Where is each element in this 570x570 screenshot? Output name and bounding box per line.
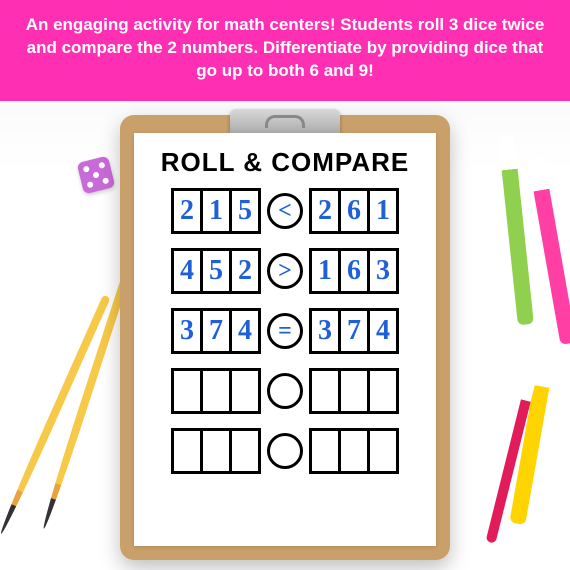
comparison-operator: [267, 373, 303, 409]
digit-group-left: [171, 368, 261, 414]
worksheet-row: 215<261: [146, 188, 424, 234]
digit-cell: [338, 368, 370, 414]
digit-cell: 3: [171, 308, 203, 354]
digit-cell: 1: [200, 188, 232, 234]
digit-cell: [171, 368, 203, 414]
digit-cell: [309, 368, 341, 414]
promo-banner: An engaging activity for math centers! S…: [0, 0, 570, 101]
worksheet-title: ROLL & COMPARE: [146, 147, 424, 178]
digit-cell: 2: [171, 188, 203, 234]
digit-group-right: 261: [309, 188, 399, 234]
worksheet-row: [146, 368, 424, 414]
digit-cell: [200, 428, 232, 474]
digit-cell: 4: [367, 308, 399, 354]
digit-cell: 2: [229, 248, 261, 294]
digit-cell: 7: [338, 308, 370, 354]
worksheet-rows: 215<261452>163374=374: [146, 188, 424, 474]
digit-group-left: 374: [171, 308, 261, 354]
worksheet-row: 452>163: [146, 248, 424, 294]
digit-cell: 5: [200, 248, 232, 294]
digit-cell: 7: [200, 308, 232, 354]
digit-cell: [200, 368, 232, 414]
worksheet-sheet: ROLL & COMPARE 215<261452>163374=374: [134, 133, 436, 546]
comparison-operator: =: [267, 313, 303, 349]
digit-group-right: [309, 368, 399, 414]
digit-cell: 4: [171, 248, 203, 294]
digit-cell: 5: [229, 188, 261, 234]
digit-group-left: [171, 428, 261, 474]
digit-cell: 6: [338, 188, 370, 234]
digit-cell: [229, 428, 261, 474]
digit-group-right: [309, 428, 399, 474]
digit-group-right: 374: [309, 308, 399, 354]
digit-group-right: 163: [309, 248, 399, 294]
digit-cell: [309, 428, 341, 474]
comparison-operator: <: [267, 193, 303, 229]
desk-area: ROLL & COMPARE 215<261452>163374=374: [0, 115, 570, 570]
worksheet-row: 374=374: [146, 308, 424, 354]
die-icon: [77, 156, 116, 195]
digit-cell: [367, 368, 399, 414]
digit-cell: 4: [229, 308, 261, 354]
clipboard-clip-icon: [230, 109, 340, 135]
digit-cell: [338, 428, 370, 474]
digit-group-left: 452: [171, 248, 261, 294]
digit-group-left: 215: [171, 188, 261, 234]
digit-cell: 1: [367, 188, 399, 234]
comparison-operator: [267, 433, 303, 469]
promo-banner-text: An engaging activity for math centers! S…: [26, 15, 545, 80]
digit-cell: [171, 428, 203, 474]
clipboard: ROLL & COMPARE 215<261452>163374=374: [120, 115, 450, 560]
digit-cell: [367, 428, 399, 474]
digit-cell: 6: [338, 248, 370, 294]
digit-cell: 3: [367, 248, 399, 294]
marker-icon: [528, 155, 570, 345]
digit-cell: 2: [309, 188, 341, 234]
digit-cell: 3: [309, 308, 341, 354]
comparison-operator: >: [267, 253, 303, 289]
worksheet-row: [146, 428, 424, 474]
digit-cell: [229, 368, 261, 414]
digit-cell: 1: [309, 248, 341, 294]
